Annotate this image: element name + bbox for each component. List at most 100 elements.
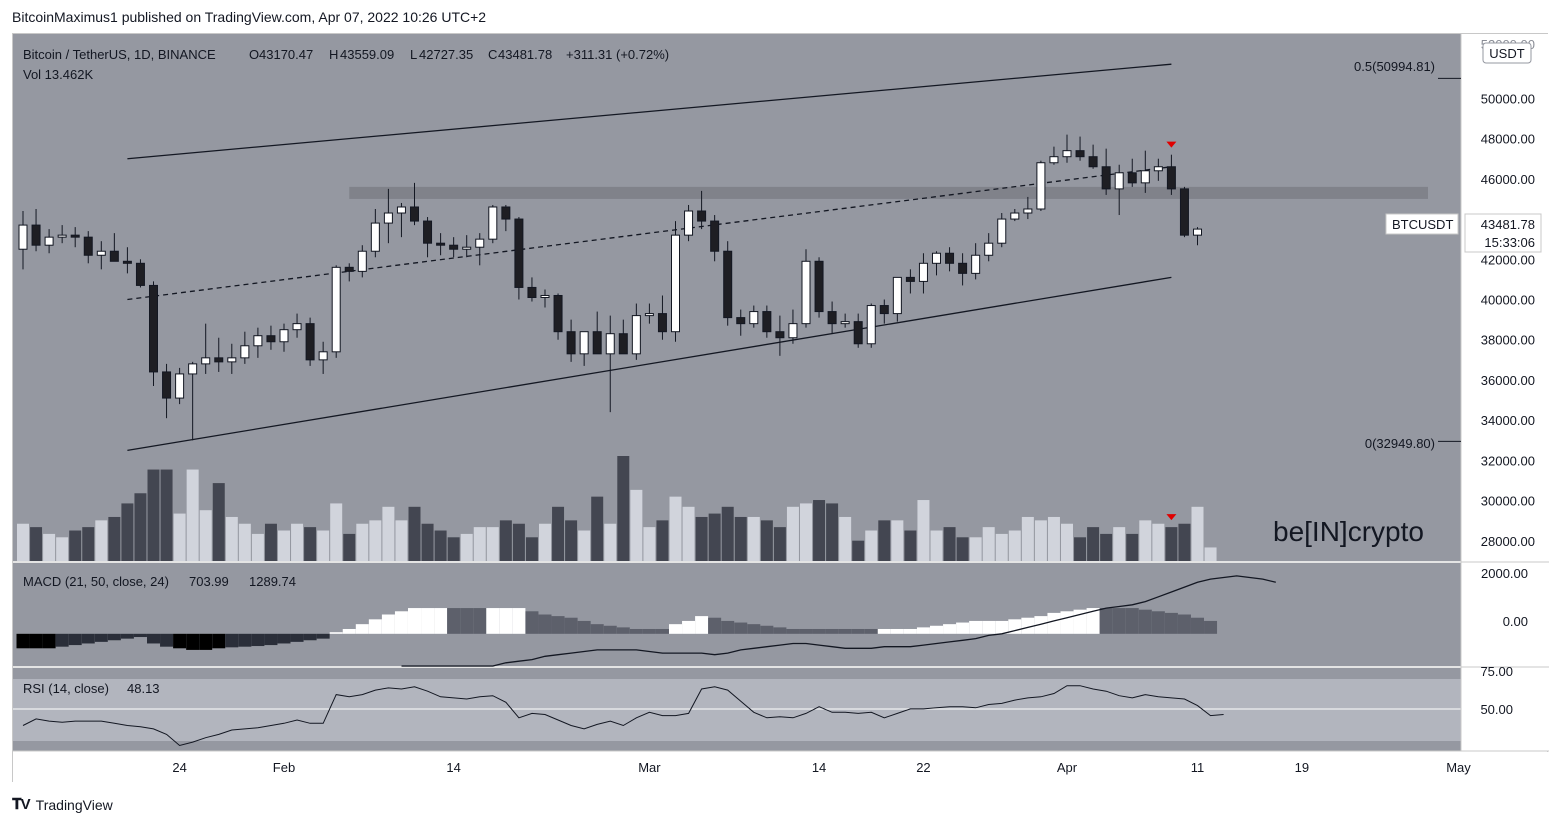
candle-down	[697, 210, 707, 222]
volume-bar	[1074, 537, 1087, 561]
candle-down	[501, 206, 511, 220]
candle-down	[135, 262, 145, 286]
volume-bar	[147, 469, 160, 561]
volume-bar	[421, 523, 434, 561]
candle-down	[945, 252, 955, 264]
candle-up	[540, 294, 550, 299]
volume-bar	[539, 523, 551, 561]
macd-histogram-bar	[329, 632, 343, 634]
macd-pane-background[interactable]	[13, 563, 1461, 666]
volume-bar	[317, 530, 330, 561]
time-axis-label: 19	[1295, 760, 1309, 775]
volume-bar	[512, 523, 525, 561]
volume-bar	[656, 520, 669, 561]
macd-histogram-bar	[747, 624, 761, 634]
volume-bar	[278, 530, 290, 561]
candle-down	[436, 242, 446, 246]
candle-up	[918, 262, 928, 282]
candle-up	[488, 206, 498, 240]
macd-histogram-bar	[94, 633, 108, 642]
candle-up	[96, 250, 106, 256]
candle-down	[762, 311, 772, 333]
currency-badge[interactable]	[1482, 42, 1532, 64]
macd-histogram-bar	[81, 633, 95, 644]
candle-down	[449, 244, 459, 250]
macd-histogram-bar	[551, 616, 565, 634]
macd-histogram-bar	[381, 614, 395, 634]
candle-up	[749, 311, 759, 325]
volume-bar	[199, 510, 212, 561]
candle-up	[1023, 208, 1033, 214]
volume-bar	[1204, 547, 1217, 561]
volume-bar	[212, 483, 225, 561]
price-axis-label: 48000.00	[1481, 132, 1535, 147]
price-axis-label: 36000.00	[1481, 373, 1535, 388]
candle-down	[566, 331, 576, 355]
time-axis-panel[interactable]	[13, 752, 1549, 783]
candle-down	[1075, 150, 1085, 158]
macd-histogram-bar	[655, 628, 669, 634]
candle-down	[266, 335, 276, 343]
macd-histogram-bar	[1125, 608, 1139, 634]
volume-bar	[486, 527, 499, 561]
macd-histogram-bar	[1204, 620, 1218, 634]
rsi-band	[13, 679, 1461, 741]
legend-high: 43559.09	[340, 47, 394, 62]
candle-up	[579, 331, 589, 355]
time-axis-label: Feb	[273, 760, 295, 775]
volume-bar	[382, 506, 395, 561]
macd-histogram-bar	[590, 624, 604, 634]
macd-histogram-bar	[160, 633, 174, 647]
volume-bar	[525, 537, 538, 561]
chart-frame[interactable]: 50000.0048000.0046000.0044000.0042000.00…	[12, 33, 1549, 783]
macd-histogram-bar	[225, 633, 239, 648]
macd-histogram-bar	[851, 628, 865, 634]
published-line: BitcoinMaximus1 published on TradingView…	[12, 9, 487, 25]
volume-bar	[1126, 533, 1139, 561]
footer-brand: TradingView	[35, 796, 113, 813]
macd-histogram-bar	[447, 608, 461, 634]
volume-bar	[460, 533, 473, 561]
macd-histogram-bar	[55, 633, 69, 647]
macd-histogram-bar	[355, 624, 369, 634]
macd-histogram-bar	[890, 628, 904, 634]
candle-down	[514, 218, 524, 288]
volume-bar	[82, 527, 95, 561]
volume-bar	[617, 456, 630, 561]
candle-up	[788, 323, 798, 339]
macd-histogram-bar	[943, 624, 957, 634]
macd-histogram-bar	[186, 633, 200, 650]
legend-close: 43481.78	[498, 47, 552, 62]
volume-bar	[591, 496, 604, 561]
candle-up	[292, 323, 302, 331]
price-pane-background[interactable]	[13, 34, 1461, 561]
symbol-tag	[1385, 213, 1459, 235]
macd-histogram-bar	[120, 633, 134, 639]
macd-histogram-bar	[1047, 612, 1061, 634]
tradingview-logo-icon: 𝐓V	[12, 796, 31, 813]
candle-down	[527, 286, 537, 299]
volume-bar	[251, 533, 264, 561]
volume-bar	[1139, 520, 1152, 561]
candle-up	[253, 335, 263, 347]
macd-histogram-bar	[16, 633, 30, 649]
candle-up	[57, 234, 67, 238]
candle-up	[462, 246, 472, 250]
price-axis-panel[interactable]	[1461, 34, 1549, 751]
volume-bar	[995, 533, 1008, 561]
candle-down	[70, 234, 80, 238]
watermark-text: be[IN]crypto	[1273, 516, 1424, 547]
chart-canvas[interactable]: 50000.0048000.0046000.0044000.0042000.00…	[13, 34, 1549, 783]
fib-0-label: 0(32949.80)	[1365, 436, 1435, 451]
current-price-tag	[1464, 213, 1542, 253]
current-price: 43481.78	[1481, 217, 1535, 232]
volume-bar	[95, 520, 108, 561]
volume-bar	[904, 530, 917, 561]
time-axis-label: Mar	[638, 760, 661, 775]
volume-bar	[682, 506, 695, 561]
legend-l-label: L	[410, 47, 417, 62]
volume-bar	[891, 520, 904, 561]
macd-histogram-bar	[1138, 609, 1152, 634]
candle-up	[840, 321, 850, 325]
candle-up	[644, 313, 654, 317]
